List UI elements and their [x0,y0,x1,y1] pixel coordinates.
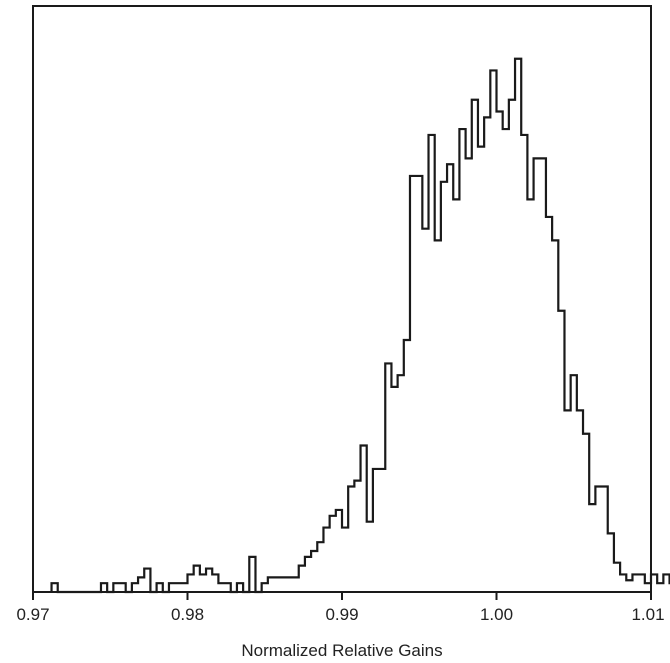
x-tick-label: 0.99 [325,605,358,624]
x-axis-ticks: 0.97 0.98 0.99 1.00 1.01 [16,592,665,624]
x-tick-label: 0.97 [16,605,49,624]
x-tick-label: 0.98 [171,605,204,624]
x-axis-title: Normalized Relative Gains [241,641,442,660]
x-tick-label: 1.01 [631,605,664,624]
histogram-outline [50,57,670,594]
x-tick-label: 1.00 [480,605,513,624]
